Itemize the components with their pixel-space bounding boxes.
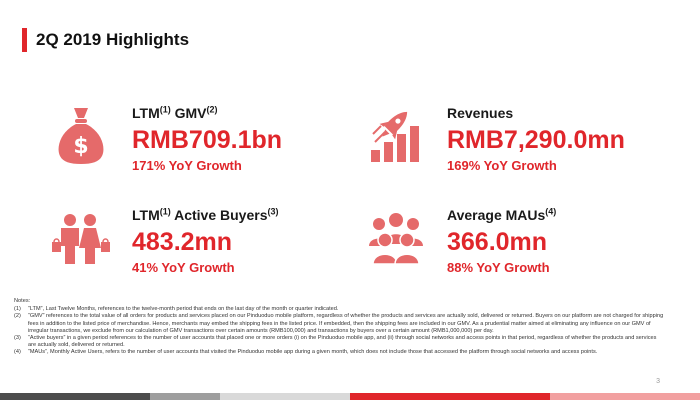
metric-average-maus-growth: 88% YoY Growth xyxy=(447,260,550,275)
notes-title: Notes: xyxy=(14,298,31,304)
metric-revenues: Revenues RMB7,290.0mn 169% YoY Growth xyxy=(365,104,665,184)
users-group-icon xyxy=(369,213,423,265)
page-number: 3 xyxy=(656,378,660,385)
rocket-chart-icon xyxy=(371,111,419,162)
footer-segment xyxy=(150,393,220,400)
metric-active-buyers-growth: 41% YoY Growth xyxy=(132,260,235,275)
footnote-1: (1) “LTM”, Last Twelve Months, reference… xyxy=(14,306,339,313)
slide-title: 2Q 2019 Highlights xyxy=(36,30,190,49)
svg-text:$: $ xyxy=(73,134,88,159)
money-bag-icon: $ xyxy=(58,108,104,164)
footnotes: Notes: (1) “LTM”, Last Twelve Months, re… xyxy=(14,298,664,357)
footer-segment xyxy=(350,393,550,400)
metric-revenues-value: RMB7,290.0mn xyxy=(447,126,625,154)
metric-active-buyers-value: 483.2mn xyxy=(132,228,233,256)
footnote-4: (4) “MAUs”, Monthly Active Users, refers… xyxy=(14,349,598,356)
metric-active-buyers: LTM(1) Active Buyers(3) 483.2mn 41% YoY … xyxy=(50,206,350,286)
metric-gmv-label: LTM(1) GMV(2) xyxy=(132,104,218,121)
footer-segment xyxy=(0,393,150,400)
title-accent-bar xyxy=(22,28,27,52)
footnote-3: (3) “Active buyers” in a given period re… xyxy=(14,335,657,349)
footer-color-bar xyxy=(0,393,700,400)
metric-gmv-growth: 171% YoY Growth xyxy=(132,158,242,173)
metric-revenues-growth: 169% YoY Growth xyxy=(447,158,557,173)
metric-gmv-value: RMB709.1bn xyxy=(132,126,283,154)
shoppers-icon xyxy=(52,214,110,264)
footer-segment xyxy=(550,393,700,400)
metric-average-maus-value: 366.0mn xyxy=(447,228,548,256)
metric-revenues-label: Revenues xyxy=(447,105,514,121)
metric-gmv: $ LTM(1) GMV(2) RMB709.1bn 171% YoY Grow… xyxy=(50,104,350,184)
metric-active-buyers-label: LTM(1) Active Buyers(3) xyxy=(132,206,279,223)
metric-average-maus-label: Average MAUs(4) xyxy=(447,206,557,223)
footnote-2: (2) “GMV” references to the total value … xyxy=(14,313,664,334)
metric-average-maus: Average MAUs(4) 366.0mn 88% YoY Growth xyxy=(365,206,665,286)
footer-segment xyxy=(220,393,350,400)
